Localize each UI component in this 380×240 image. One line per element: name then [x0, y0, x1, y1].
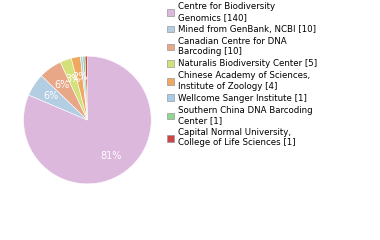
Text: 81%: 81%	[101, 151, 122, 161]
Wedge shape	[83, 56, 87, 120]
Wedge shape	[28, 76, 87, 120]
Wedge shape	[71, 57, 87, 120]
Wedge shape	[24, 56, 151, 184]
Text: 3%: 3%	[65, 74, 80, 84]
Wedge shape	[60, 58, 87, 120]
Wedge shape	[81, 56, 87, 120]
Text: 6%: 6%	[54, 80, 70, 90]
Text: 2%: 2%	[72, 72, 87, 82]
Legend: Centre for Biodiversity
Genomics [140], Mined from GenBank, NCBI [10], Canadian : Centre for Biodiversity Genomics [140], …	[167, 2, 317, 148]
Text: 6%: 6%	[44, 91, 59, 101]
Wedge shape	[41, 62, 87, 120]
Wedge shape	[85, 56, 87, 120]
